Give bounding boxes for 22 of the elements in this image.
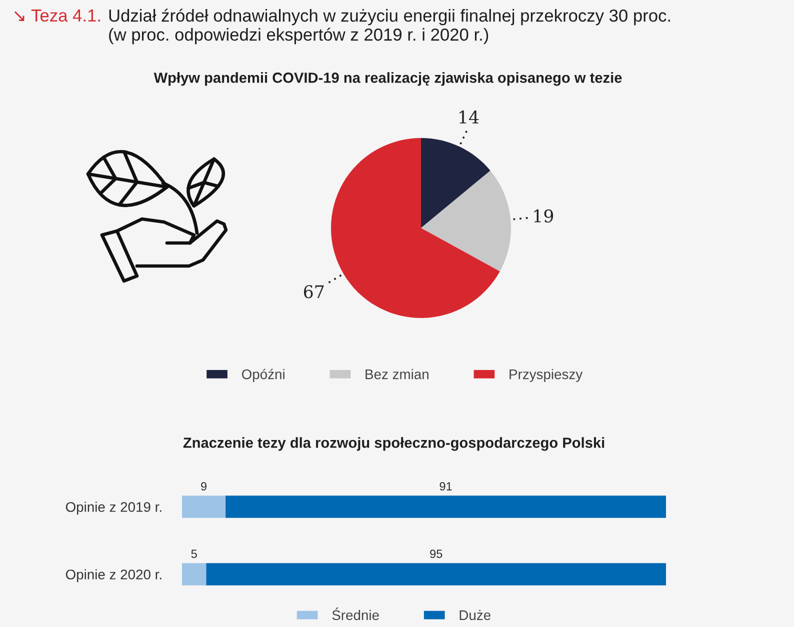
- legend-label: Średnie: [332, 608, 379, 620]
- data-label: 95: [430, 550, 442, 558]
- text: (w proc. odpowiedzi ekspertów z 2019 r. i 2020 r.): [109, 28, 488, 44]
- data-label: 5: [191, 550, 197, 558]
- pie-slice: [421, 170, 512, 272]
- text: ↘ Teza 4.1.: [14, 10, 100, 22]
- data-label: 9: [201, 482, 207, 490]
- legend-label: Bez zmian: [366, 369, 428, 380]
- data-label: 19: [534, 209, 554, 223]
- chart-title: Znaczenie tezy dla rozwoju społeczno-gospodarczego Polski: [183, 437, 604, 451]
- pie-slice: [421, 138, 490, 228]
- data-label: 67: [304, 285, 324, 298]
- text: Udział źródeł odnawialnych w zużyciu energii finalnej przekroczy 30 proc.: [109, 8, 670, 26]
- pie-slice: [330, 138, 500, 318]
- y-tick-label: Opinie z 2020 r.: [66, 569, 162, 582]
- legend-label: Opóźni: [242, 368, 284, 382]
- legend-label: Duże: [460, 610, 490, 620]
- chart-title: Wpływ pandemii COVID-19 na realizację zjawiska opisanego w tezie: [154, 72, 622, 86]
- data-label: 91: [440, 482, 452, 490]
- legend-label: Przyspieszy: [510, 369, 583, 382]
- data-label: 14: [460, 110, 479, 124]
- y-tick-label: Opinie z 2019 r.: [66, 502, 162, 515]
